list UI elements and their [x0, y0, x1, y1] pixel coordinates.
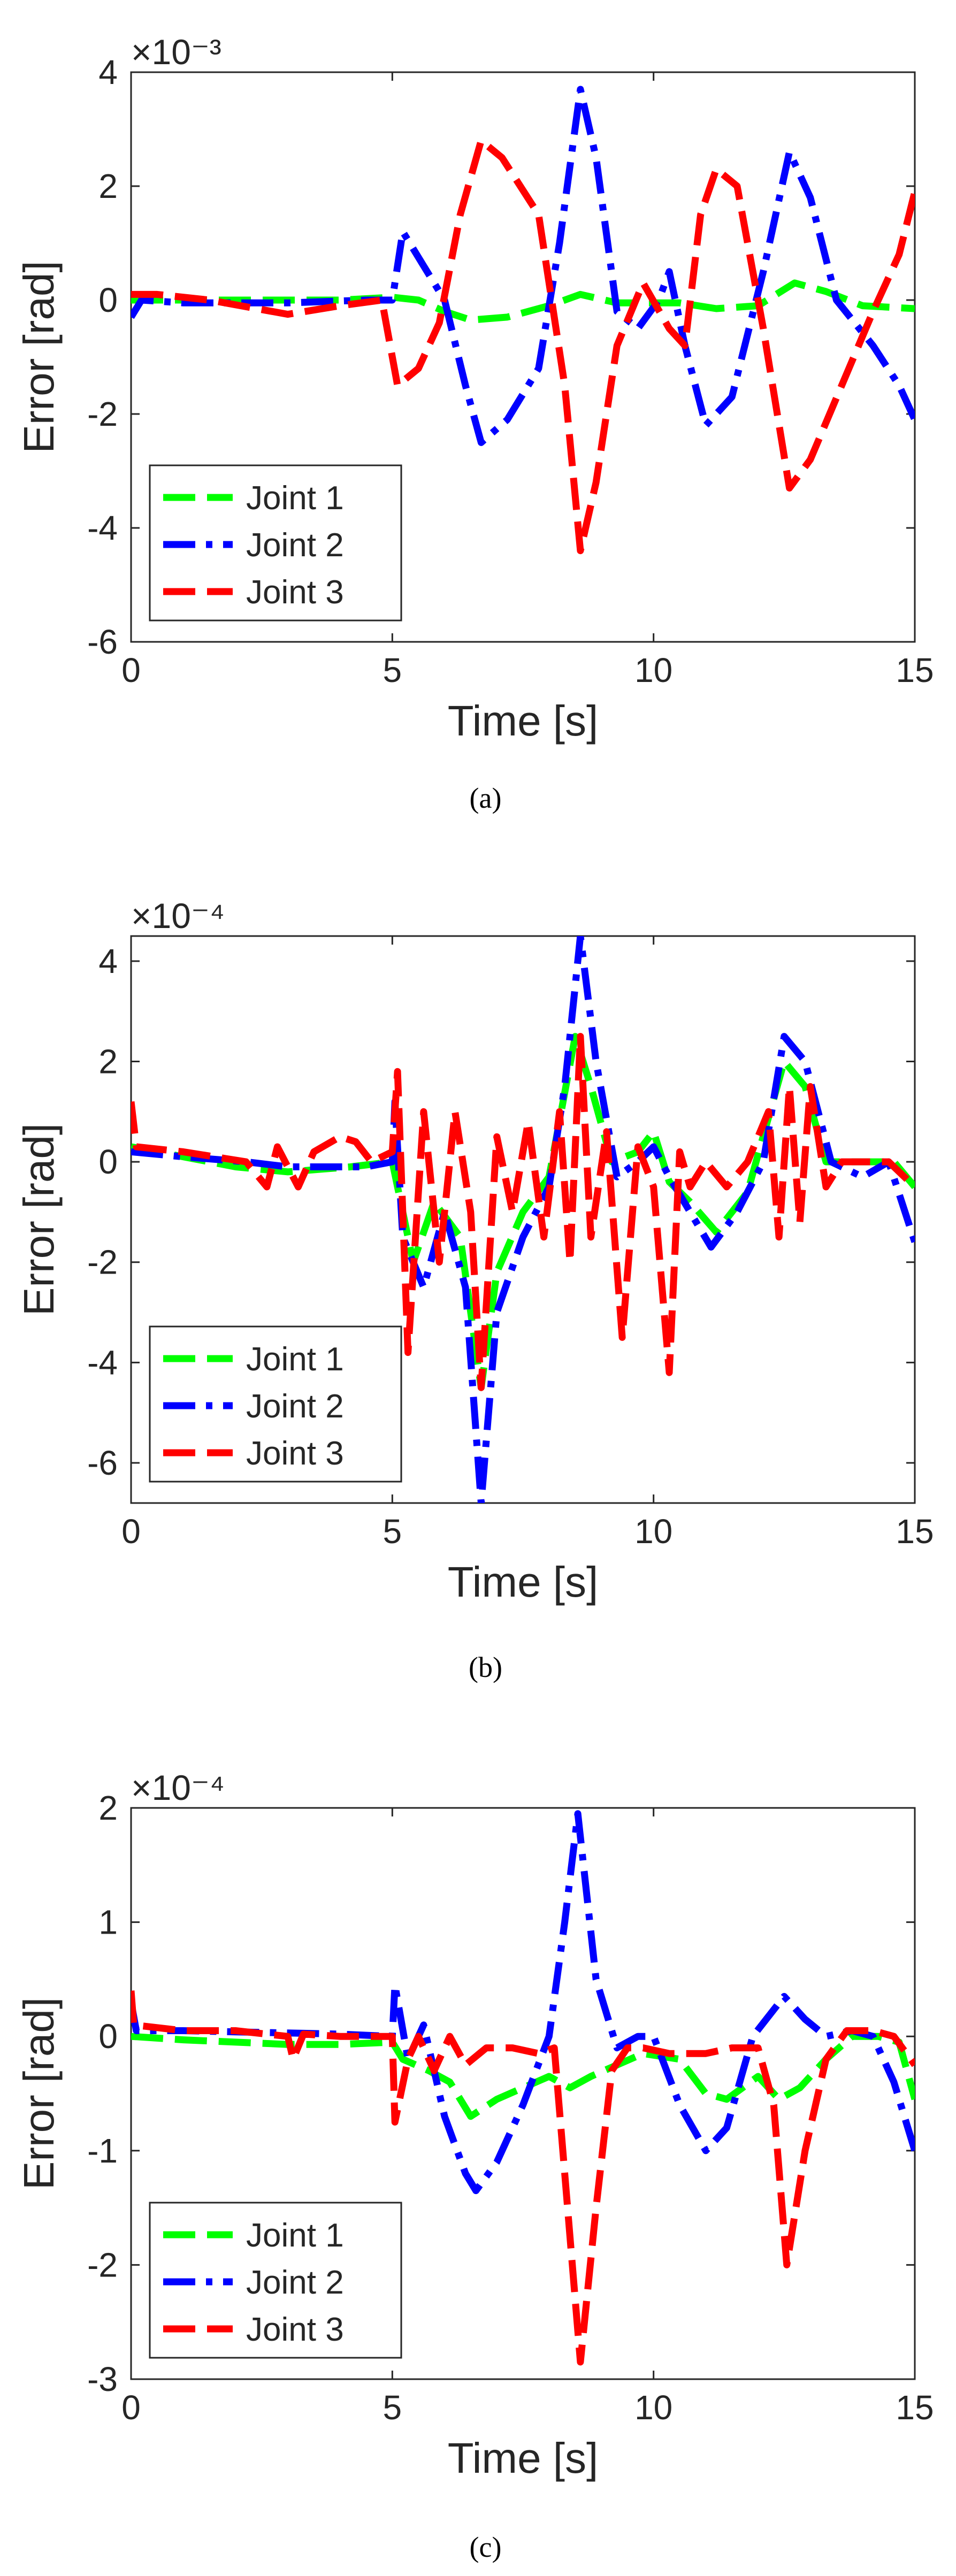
axis-exponent-label: ×10⁻⁴: [131, 1768, 225, 1807]
y-tick-label: 4: [98, 942, 118, 980]
y-axis-label: Error [rad]: [15, 1997, 63, 2190]
legend: Joint 1 Joint 2 Joint 3: [149, 2202, 402, 2359]
chart-panel-2: 0 5 10 15 -6 -4 -2 0 2 4 ×10⁻⁴ Time [s] Error [rad] J…: [15, 896, 934, 1683]
chart-panel-1: 0 5 10 15 -6 -4 -2 0 2 4 ×10⁻³ Time [s] Error [rad] J…: [15, 32, 934, 814]
legend-label-joint-2: Joint 2: [246, 1388, 344, 1425]
y-tick-label: -6: [87, 623, 118, 661]
series-line-joint-2: [131, 936, 915, 1503]
legend-label-joint-1: Joint 1: [246, 2217, 344, 2254]
legend-label-joint-3: Joint 3: [246, 1435, 344, 1472]
x-tick-label: 15: [896, 2388, 934, 2427]
axis-exponent-label: ×10⁻³: [131, 32, 221, 72]
y-axis-label: Error [rad]: [15, 260, 63, 453]
y-tick-label: 2: [98, 1789, 118, 1827]
x-tick-label: 0: [121, 651, 141, 689]
x-tick-label: 5: [383, 651, 402, 689]
y-tick-label: -6: [87, 1444, 118, 1482]
series-line-joint-3: [131, 137, 915, 555]
y-tick-label: -1: [87, 2132, 118, 2170]
x-tick-label: 15: [896, 651, 934, 689]
series-group: [131, 86, 915, 555]
series-group: [131, 1810, 915, 2366]
x-tick-label: 5: [383, 1512, 402, 1551]
x-tick-label: 10: [634, 1512, 672, 1551]
legend-label-joint-1: Joint 1: [246, 480, 344, 517]
legend: Joint 1 Joint 2 Joint 3: [149, 464, 402, 622]
legend-label-joint-3: Joint 3: [246, 574, 344, 611]
y-tick-label: -4: [87, 1343, 118, 1382]
x-axis-label: Time [s]: [448, 1558, 598, 1606]
x-tick-label: 10: [634, 2388, 672, 2427]
y-tick-label: -2: [87, 395, 118, 433]
series-line-joint-3: [131, 1990, 915, 2366]
x-axis-label: Time [s]: [448, 697, 598, 745]
y-tick-label: 0: [98, 1143, 118, 1181]
y-tick-label: -2: [87, 1243, 118, 1282]
x-tick-label: 5: [383, 2388, 402, 2427]
y-tick-label: 2: [98, 1042, 118, 1081]
legend-label-joint-3: Joint 3: [246, 2311, 344, 2348]
subfigure-caption: (b): [469, 1651, 502, 1683]
x-tick-label: 10: [634, 651, 672, 689]
y-tick-label: 1: [98, 1903, 118, 1942]
subfigure-caption: (c): [470, 2531, 502, 2563]
subfigure-caption: (a): [470, 782, 502, 814]
series-line-joint-3: [131, 1033, 915, 1391]
y-tick-label: -4: [87, 509, 118, 547]
axis-exponent-label: ×10⁻⁴: [131, 896, 225, 936]
series-line-joint-1: [131, 279, 915, 324]
y-tick-label: 0: [98, 2017, 118, 2056]
x-tick-label: 0: [121, 2388, 141, 2427]
series-line-joint-1: [131, 2033, 915, 2120]
y-axis-label: Error [rad]: [15, 1123, 63, 1316]
x-tick-label: 0: [121, 1512, 141, 1551]
y-tick-label: -3: [87, 2360, 118, 2398]
legend-label-joint-2: Joint 2: [246, 2264, 344, 2301]
chart-panel-3: 0 5 10 15 -3 -2 -1 0 1 2 ×10⁻⁴ Time [s] Error [rad] J…: [15, 1768, 934, 2563]
legend-label-joint-2: Joint 2: [246, 527, 344, 564]
x-tick-label: 15: [896, 1512, 934, 1551]
y-tick-label: 2: [98, 167, 118, 205]
legend-label-joint-1: Joint 1: [246, 1341, 344, 1378]
y-tick-label: 0: [98, 281, 118, 319]
series-group: [131, 936, 915, 1503]
y-tick-label: 4: [98, 53, 118, 91]
legend: Joint 1 Joint 2 Joint 3: [149, 1325, 402, 1483]
y-tick-label: -2: [87, 2245, 118, 2284]
series-line-joint-2: [131, 86, 915, 446]
x-axis-label: Time [s]: [448, 2434, 598, 2482]
